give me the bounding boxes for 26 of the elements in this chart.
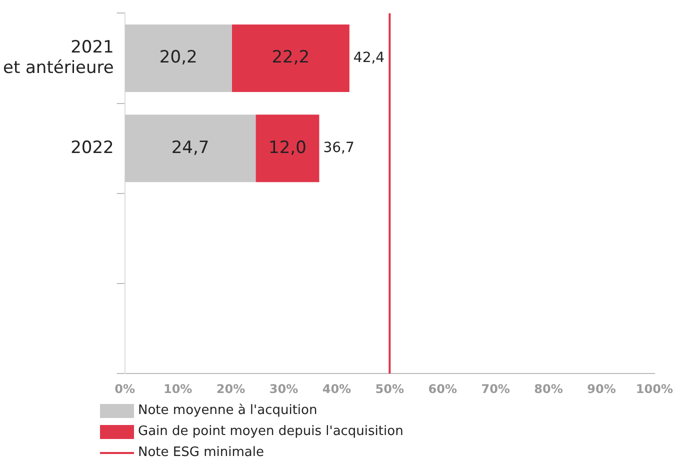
x-tick-label: 10% bbox=[163, 382, 192, 396]
x-tick-label: 50% bbox=[375, 382, 404, 396]
x-tick-label: 100% bbox=[636, 382, 674, 396]
total-label: 36,7 bbox=[323, 140, 354, 156]
data-label: 20,2 bbox=[159, 48, 198, 68]
x-tick-label: 90% bbox=[587, 382, 616, 396]
y-tick-label: 2022 bbox=[70, 138, 114, 158]
legend-label: Note ESG minimale bbox=[138, 445, 264, 460]
x-tick-label: 20% bbox=[216, 382, 246, 396]
bar bbox=[256, 114, 320, 182]
data-label: 12,0 bbox=[268, 138, 306, 158]
bar bbox=[232, 24, 350, 92]
y-tick-label: 2021 et antérieure bbox=[2, 37, 114, 78]
x-tick-label: 60% bbox=[428, 382, 457, 396]
bar bbox=[124, 24, 232, 92]
bar bbox=[124, 114, 256, 182]
x-tick-label: 70% bbox=[481, 382, 510, 396]
x-tick-label: 40% bbox=[322, 382, 352, 396]
data-label: 24,7 bbox=[171, 138, 210, 158]
legend-label: Note moyenne à l'acquition bbox=[138, 403, 318, 418]
legend-label: Gain de point moyen depuis l'acquisition bbox=[138, 424, 404, 439]
x-tick-label: 0% bbox=[114, 382, 136, 396]
total-label: 42,4 bbox=[353, 50, 385, 66]
x-tick-label: 80% bbox=[534, 382, 563, 396]
x-tick-label: 30% bbox=[269, 382, 298, 396]
data-label: 22,2 bbox=[272, 48, 310, 68]
